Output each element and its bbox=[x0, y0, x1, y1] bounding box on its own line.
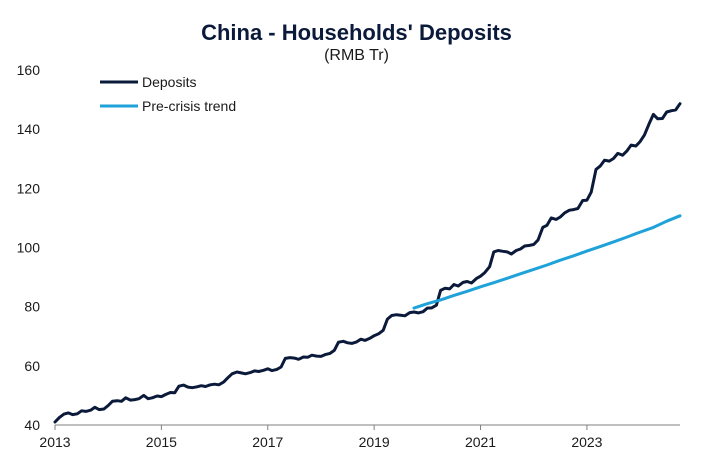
series-line-pre-crisis-trend bbox=[412, 214, 682, 310]
y-tick-label: 140 bbox=[17, 121, 41, 137]
legend: Deposits Pre-crisis trend bbox=[100, 74, 236, 114]
chart-title: China - Households' Deposits bbox=[201, 20, 512, 45]
legend-label: Pre-crisis trend bbox=[142, 98, 236, 114]
x-tick-label: 2021 bbox=[465, 434, 496, 450]
legend-label: Deposits bbox=[142, 74, 196, 90]
series-line-deposits bbox=[53, 102, 682, 424]
x-tick-label: 2017 bbox=[252, 434, 283, 450]
y-tick-label: 100 bbox=[17, 240, 41, 256]
y-tick-label: 40 bbox=[24, 417, 40, 433]
y-tick-label: 60 bbox=[24, 358, 40, 374]
x-tick-label: 2015 bbox=[146, 434, 177, 450]
chart-subtitle: (RMB Tr) bbox=[324, 47, 389, 64]
x-tick-label: 2019 bbox=[359, 434, 390, 450]
x-tick-label: 2013 bbox=[39, 434, 70, 450]
y-tick-label: 120 bbox=[17, 180, 41, 196]
x-tick-label: 2023 bbox=[571, 434, 602, 450]
series-layer bbox=[53, 102, 682, 424]
y-tick-label: 160 bbox=[17, 62, 41, 78]
axis-layer: 40 60 80 100 120 140 160 2013 2015 2017 2019 2021 20… bbox=[17, 62, 680, 450]
y-tick-label: 80 bbox=[24, 299, 40, 315]
